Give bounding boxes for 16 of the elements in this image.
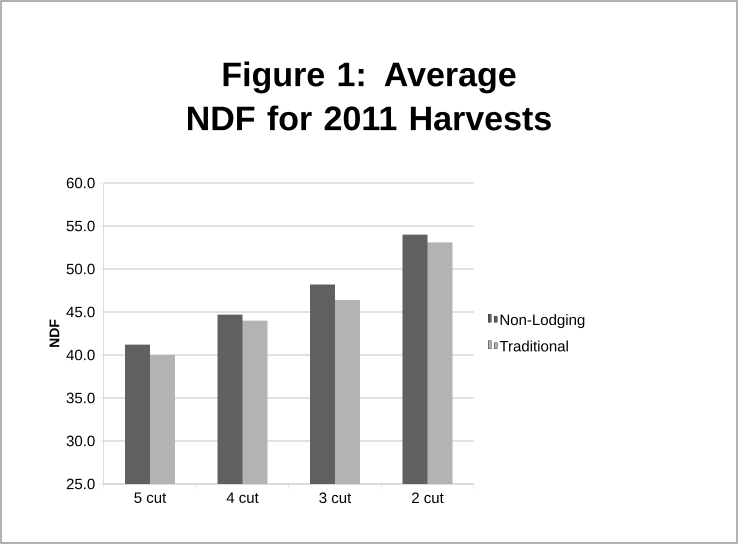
y-tick-label: 45.0: [66, 306, 95, 318]
legend-label: Non-Lodging: [500, 314, 584, 328]
y-tick-label: 40.0: [66, 350, 95, 360]
y-tick-label: 35.0: [66, 392, 95, 404]
legend-label: Traditional: [500, 340, 568, 352]
x-tick-label: 2 cut: [412, 492, 444, 504]
y-tick-label: 60.0: [66, 178, 95, 188]
chart-title: Figure 1: Average NDF for 2011 Harvests: [188, 62, 551, 130]
y-tick-label: 30.0: [66, 436, 95, 446]
y-tick-label: 55.0: [66, 220, 95, 232]
x-tick-label: 4 cut: [226, 492, 259, 503]
x-tick-label: 5 cut: [134, 492, 166, 503]
y-axis-title: NDF: [50, 320, 60, 347]
y-tick-label: 25.0: [66, 478, 95, 490]
x-tick-label: 3 cut: [319, 492, 352, 504]
y-tick-label: 50.0: [66, 264, 95, 274]
